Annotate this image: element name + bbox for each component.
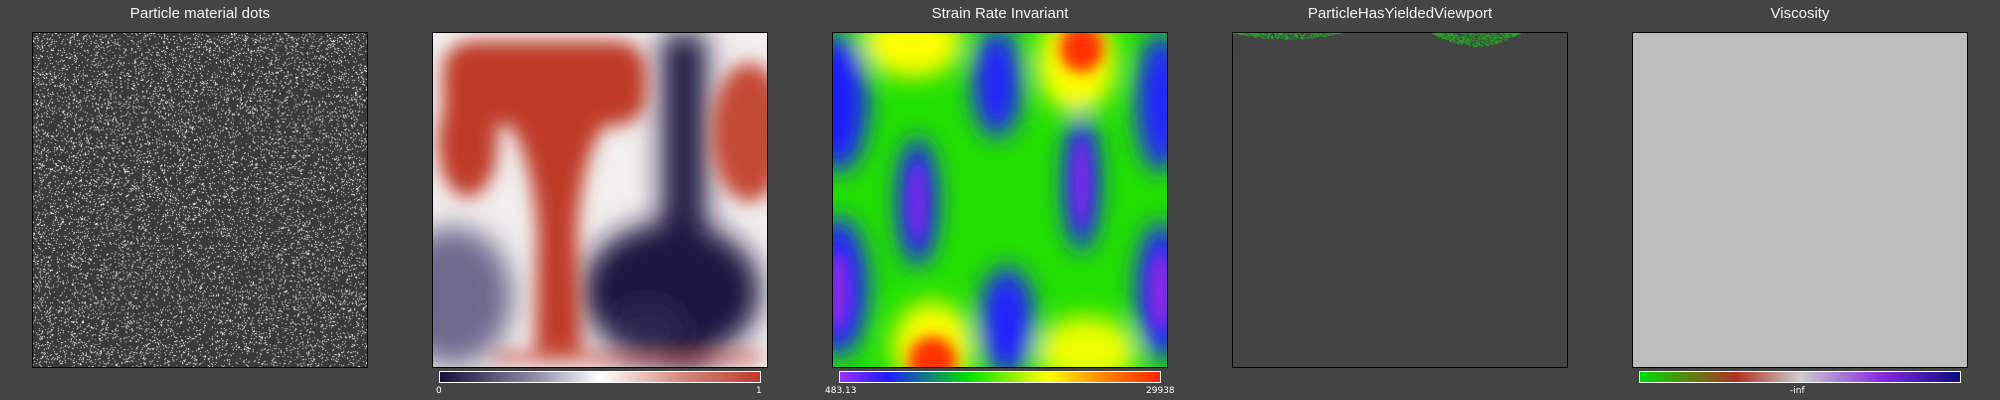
colorbar-min-label: 483.13: [825, 386, 857, 396]
colorbar-max-label: 1: [756, 386, 762, 396]
viscosity-colorbar: [1639, 371, 1961, 383]
viewport-viscosity: Viscosity -inf: [1600, 0, 2000, 400]
colorbar-group: 483.13 29938: [832, 0, 1168, 400]
viewport-material-field: 0 1: [400, 0, 800, 400]
viewport-particle-yielded: ParticleHasYieldedViewport: [1200, 0, 1600, 400]
colorbar-max-label: 29938: [1146, 386, 1175, 396]
particle-dots-canvas: [33, 33, 367, 367]
colorbar-group: 0 1: [432, 0, 768, 400]
colorbar-group: -inf: [1632, 0, 1968, 400]
material-colorbar: [439, 371, 761, 383]
yielded-frame: [1232, 32, 1568, 368]
viewport-particle-material: Particle material dots: [0, 0, 400, 400]
viewport-title: Particle material dots: [0, 5, 400, 22]
colorbar-min-label: 0: [436, 386, 442, 396]
viewport-title: ParticleHasYieldedViewport: [1200, 5, 1600, 22]
viewport-strain-rate: Strain Rate Invariant: [800, 0, 1200, 400]
yielded-particles-canvas: [1233, 33, 1567, 367]
strain-rate-colorbar: [839, 371, 1161, 383]
colorbar-center-label: -inf: [1790, 386, 1805, 396]
particle-dots-canvas-frame: [32, 32, 368, 368]
